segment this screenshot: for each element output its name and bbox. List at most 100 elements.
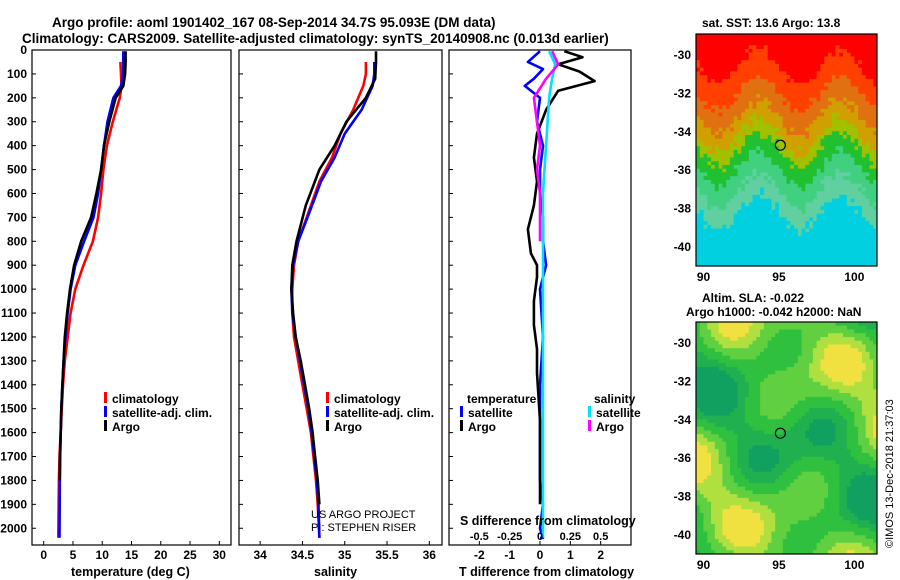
map-cell [812, 67, 818, 72]
map-cell [831, 366, 836, 372]
map-cell [831, 131, 836, 136]
map-cell [839, 408, 844, 413]
map-cell [756, 355, 761, 360]
map-cell [767, 325, 772, 330]
map-cell [786, 52, 791, 57]
map-cell [699, 209, 704, 215]
map-cell [733, 348, 738, 353]
map-cell [722, 251, 727, 256]
map-cell [752, 389, 757, 394]
map-cell [760, 348, 765, 353]
map-cell [824, 329, 829, 334]
map-cell [696, 48, 701, 54]
map-cell [729, 138, 735, 143]
map-cell [824, 60, 829, 65]
map-cell [805, 202, 810, 207]
map-cell [816, 415, 821, 420]
map-cell [722, 423, 727, 428]
map-cell [794, 408, 799, 413]
map-cell [812, 452, 818, 458]
map-cell [748, 146, 753, 151]
map-lat-tick-label: -34 [674, 125, 692, 139]
map-cell [869, 52, 874, 57]
map-cell [722, 224, 727, 229]
map-cell [760, 135, 765, 140]
map-cell [756, 82, 761, 87]
map-cell [760, 344, 765, 349]
difference-top-xlabel: S difference from climatology [460, 514, 636, 528]
map-cell [756, 460, 761, 465]
map-cell [722, 45, 727, 50]
map-cell [707, 127, 712, 132]
map-cell [771, 45, 776, 50]
map-cell [809, 112, 814, 117]
map-cell [816, 236, 821, 241]
map-cell [763, 452, 769, 458]
map-cell [858, 112, 863, 117]
map-cell [707, 150, 712, 155]
map-cell [756, 404, 761, 409]
map-cell [760, 97, 765, 102]
map-cell [835, 93, 840, 99]
map-cell [741, 56, 746, 61]
map-cell [865, 251, 870, 256]
map-cell [827, 452, 833, 458]
map-cell [775, 164, 780, 170]
map-cell [763, 176, 769, 181]
map-cell [782, 329, 787, 334]
map-cell [703, 423, 708, 428]
map-cell [850, 78, 855, 84]
map-cell [696, 120, 701, 125]
map-cell [850, 112, 855, 117]
map-cell [801, 438, 806, 443]
map-cell [797, 445, 802, 450]
map-cell [782, 247, 787, 252]
map-cell [771, 430, 776, 435]
map-cell [801, 86, 806, 91]
map-cell [820, 445, 825, 450]
map-cell [843, 258, 848, 263]
map-cell [824, 355, 829, 360]
map-cell [703, 378, 708, 383]
map-cell [756, 67, 761, 72]
map-cell [748, 415, 753, 420]
map-cell [861, 209, 867, 215]
map-cell [824, 348, 829, 353]
map-cell [763, 157, 769, 162]
map-cell [816, 344, 821, 349]
map-cell [861, 150, 867, 155]
map-cell [722, 52, 727, 57]
sst-map-title: sat. SST: 13.6 Argo: 13.8 [702, 16, 841, 30]
map-cell [801, 206, 806, 211]
map-cell [707, 131, 712, 136]
map-cell [707, 396, 712, 401]
map-cell [707, 168, 712, 173]
map-cell [703, 116, 708, 121]
map-cell [835, 194, 840, 200]
map-cell [816, 404, 821, 409]
map-cell [756, 37, 761, 42]
map-cell [703, 48, 708, 54]
map-cell [846, 430, 851, 435]
map-cell [865, 86, 870, 91]
map-cell [726, 56, 731, 61]
map-cell [835, 217, 840, 222]
map-cell [714, 351, 720, 357]
map-cell [775, 187, 780, 192]
map-cell [726, 239, 731, 244]
map-cell [869, 37, 874, 42]
map-cell [745, 86, 750, 91]
map-cell [801, 164, 806, 170]
map-cell [869, 48, 874, 54]
legend-title-salinity: salinity [594, 392, 636, 406]
map-cell [816, 224, 821, 229]
map-cell [771, 359, 776, 364]
map-cell [696, 430, 701, 435]
map-cell [703, 37, 708, 42]
map-cell [858, 415, 863, 420]
map-cell [707, 123, 712, 128]
map-cell [831, 385, 836, 390]
x-tick-label: 20 [154, 548, 168, 562]
map-cell [850, 101, 855, 106]
map-cell [809, 183, 814, 188]
